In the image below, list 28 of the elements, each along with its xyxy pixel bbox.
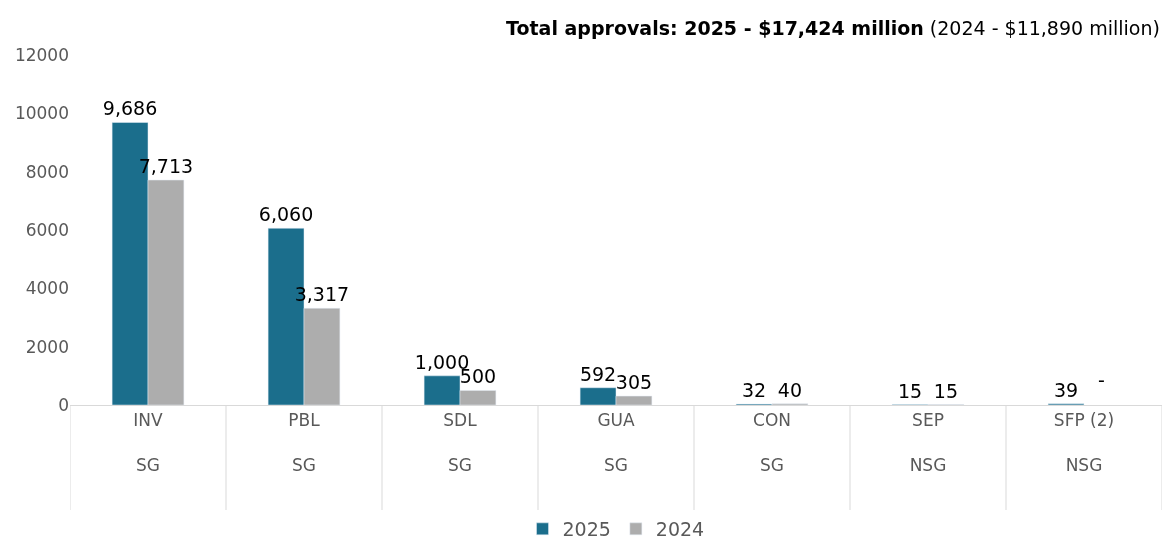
y-tick-label: 8000 [25,161,69,182]
y-tick-label: 10000 [14,103,69,124]
data-label: 15 [897,379,923,402]
y-tick-label: 2000 [25,336,69,357]
chart-subtitle: (2024 - $11,890 million) [929,17,1160,39]
data-label: 9,686 [102,97,158,120]
legend-label: 2025 [562,518,611,541]
y-tick-label: 0 [58,394,69,415]
category-label: SDL SG [443,410,477,475]
y-tick-label: 12000 [14,44,69,65]
category-label: SFP (2) NSG [1053,410,1115,475]
category-label: CON SG [753,410,791,475]
data-label: 39 [1053,378,1079,401]
chart-title: Total approvals: 2025 - $17,424 million [506,17,924,39]
legend-label: 2024 [655,518,705,541]
data-label: 592 [579,362,617,385]
category-label: SEP NSG [909,410,947,475]
category-label: GUA SG [597,410,635,475]
y-tick-label: 4000 [25,278,69,299]
data-label: 305 [615,371,653,394]
text: - [1098,369,1105,391]
y-tick-label: 6000 [25,219,69,240]
category-label: PBL SG [288,410,320,475]
category-label: INV SG [133,410,163,475]
data-label: 6,060 [258,203,314,226]
data-label: 40 [777,378,803,401]
data-label: 32 [741,379,767,402]
data-label: 15 [933,379,959,402]
